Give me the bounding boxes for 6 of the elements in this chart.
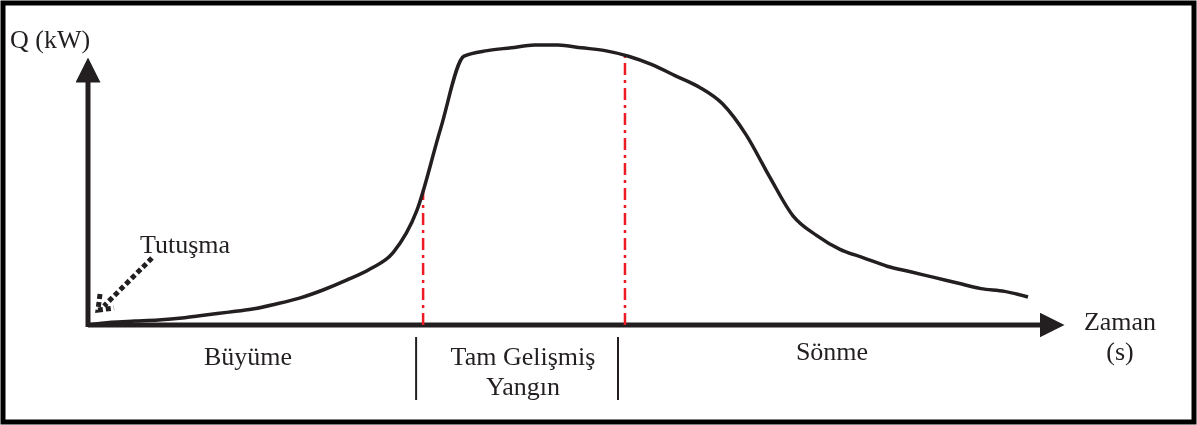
x-axis-title: Zaman (s) [1083, 307, 1157, 366]
annotation: Tutuşma [140, 230, 231, 259]
y-axis-title: Q (kW) [10, 25, 91, 54]
text: Büyüme [203, 342, 293, 371]
text: Tam Gelişmiş Yangın [450, 342, 596, 401]
text: Sönme [795, 337, 869, 366]
